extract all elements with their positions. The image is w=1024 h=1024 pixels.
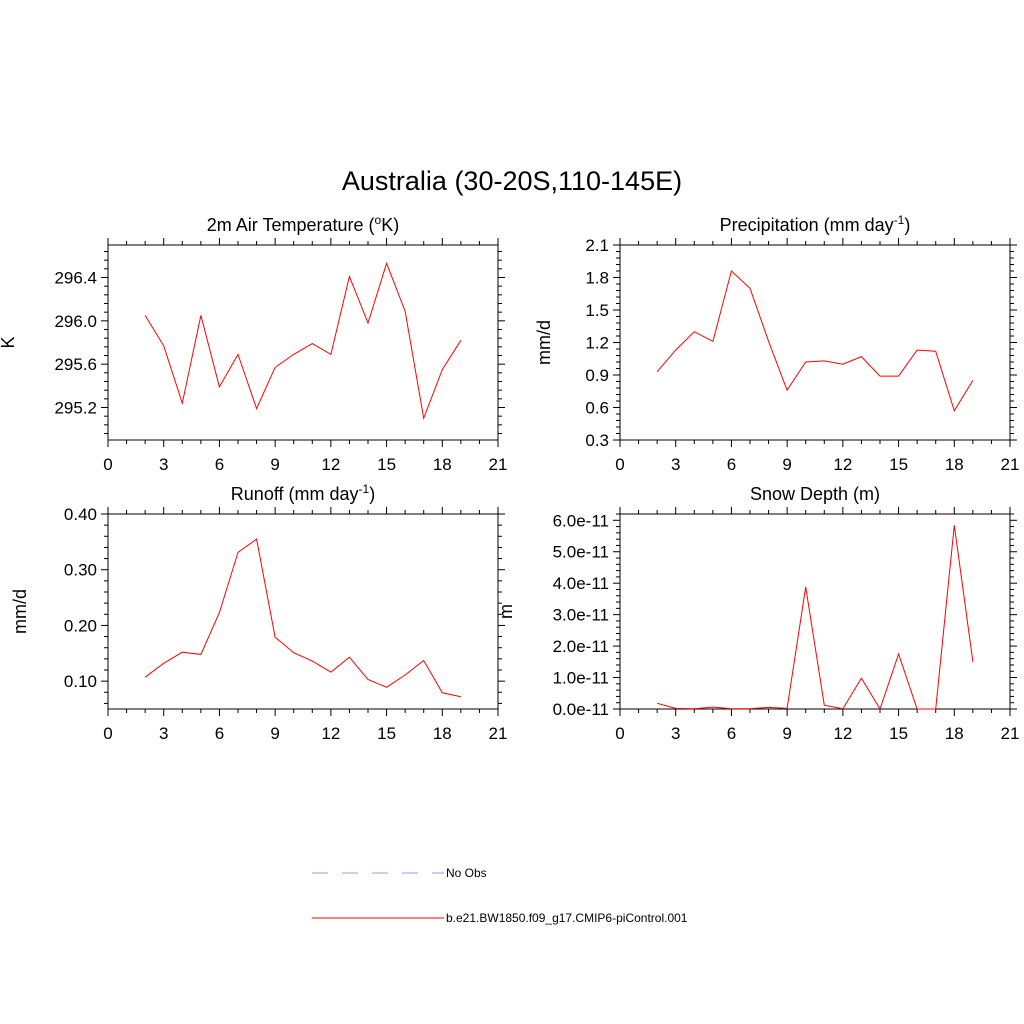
series-line-runoff [144,538,462,698]
panel-title: 2m Air Temperature (oK) [207,213,399,235]
y-tick-label: 0.3 [585,431,609,450]
series-line-precipitation [656,270,974,413]
x-tick-label: 21 [489,455,508,474]
panel-title: Precipitation (mm day-1) [720,213,911,235]
x-tick-label: 12 [321,455,340,474]
legend-label-0: No Obs [446,866,487,880]
x-tick-label: 9 [782,724,791,743]
x-tick-label: 15 [889,455,908,474]
y-tick-label: 296.0 [54,312,97,331]
x-tick-label: 12 [833,455,852,474]
x-tick-label: 18 [433,455,452,474]
y-tick-label: 0.6 [585,399,609,418]
x-tick-label: 9 [782,455,791,474]
y-tick-label: 6.0e-11 [553,511,609,530]
panel-precipitation: 0 3 6 9 12 15 18 21 0.3 0.6 0.9 1.2 1.5 1.8 2.1 Precipi… [534,213,1019,474]
series-line-snow-depth [656,525,974,711]
x-tick-label: 12 [833,724,852,743]
y-axis-label: mm/d [10,589,30,634]
x-tick-label: 15 [377,724,396,743]
x-tick-label: 6 [215,455,224,474]
y-axis-label: mm/d [534,320,554,365]
legend-label-1: b.e21.BW1850.f09_g17.CMIP6-piControl.001 [446,911,688,925]
x-tick-label: 15 [377,455,396,474]
panel-title: Snow Depth (m) [750,484,880,504]
x-tick-label: 0 [103,724,112,743]
y-tick-label: 0.0e-11 [553,700,609,719]
panel-title: Runoff (mm day-1) [231,482,375,504]
x-tick-label: 3 [671,724,680,743]
title-text: 2m Air Temperature ( [207,215,375,235]
title-text: ) [369,484,375,504]
x-tick-label: 6 [727,455,736,474]
title-text: ) [904,215,910,235]
x-tick-label: 21 [489,724,508,743]
plot-frame [107,244,499,441]
series-line-temperature [144,261,462,421]
y-tick-label: 2.0e-11 [553,637,609,656]
title-text: K) [381,215,399,235]
y-tick-label: 0.20 [64,616,97,635]
plot-frame [619,513,1011,710]
y-axis-label: m [496,604,516,619]
x-tick-label: 9 [270,724,279,743]
x-tick-label: 0 [615,455,624,474]
title-superscript: -1 [359,482,370,496]
panel-snow-depth: 0 3 6 9 12 15 18 21 0.0e-11 1.0e-11 2.0e-11 3.0e-11… [496,484,1019,743]
x-tick-label: 12 [321,724,340,743]
y-tick-label: 2.1 [585,236,609,255]
figure-title: Australia (30-20S,110-145E) [342,166,682,196]
x-tick-label: 3 [159,724,168,743]
x-tick-label: 3 [159,455,168,474]
y-tick-label: 1.0e-11 [553,669,609,688]
x-tick-label: 18 [433,724,452,743]
x-tick-label: 0 [103,455,112,474]
legend: No Obs b.e21.BW1850.f09_g17.CMIP6-piContr… [312,866,688,925]
y-tick-label: 296.4 [54,269,97,288]
y-tick-label: 0.10 [64,672,97,691]
panels: 0 3 6 9 12 15 18 21 295.2 295.6 296.0 296.4 2m Air T… [0,213,1019,743]
x-tick-label: 18 [945,724,964,743]
title-superscript: -1 [894,213,905,227]
y-axis-label: K [0,336,18,348]
x-tick-label: 15 [889,724,908,743]
x-tick-label: 6 [215,724,224,743]
y-tick-label: 0.40 [64,505,97,524]
y-tick-label: 5.0e-11 [553,543,609,562]
x-tick-label: 0 [615,724,624,743]
y-tick-label: 1.5 [585,301,609,320]
plot-frame [107,513,499,710]
title-text: Snow Depth (m) [750,484,880,504]
panel-runoff: 0 3 6 9 12 15 18 21 0.10 0.20 0.30 0.40 Runoff (mm d… [10,482,507,743]
x-tick-label: 21 [1001,724,1020,743]
y-tick-label: 3.0e-11 [553,606,609,625]
y-tick-label: 295.6 [54,355,97,374]
x-tick-label: 6 [727,724,736,743]
panel-temperature: 0 3 6 9 12 15 18 21 295.2 295.6 296.0 296.4 2m Air T… [0,213,507,474]
title-text: Precipitation (mm day [720,215,894,235]
title-text: Runoff (mm day [231,484,359,504]
y-tick-label: 0.30 [64,561,97,580]
x-tick-label: 9 [270,455,279,474]
y-tick-label: 1.8 [585,269,609,288]
y-tick-label: 4.0e-11 [553,574,609,593]
y-tick-label: 0.9 [585,366,609,385]
y-tick-label: 1.2 [585,334,609,353]
x-tick-label: 18 [945,455,964,474]
x-tick-label: 3 [671,455,680,474]
y-tick-label: 295.2 [54,399,97,418]
plot-frame [619,244,1011,441]
title-superscript: o [375,213,382,227]
x-tick-label: 21 [1001,455,1020,474]
